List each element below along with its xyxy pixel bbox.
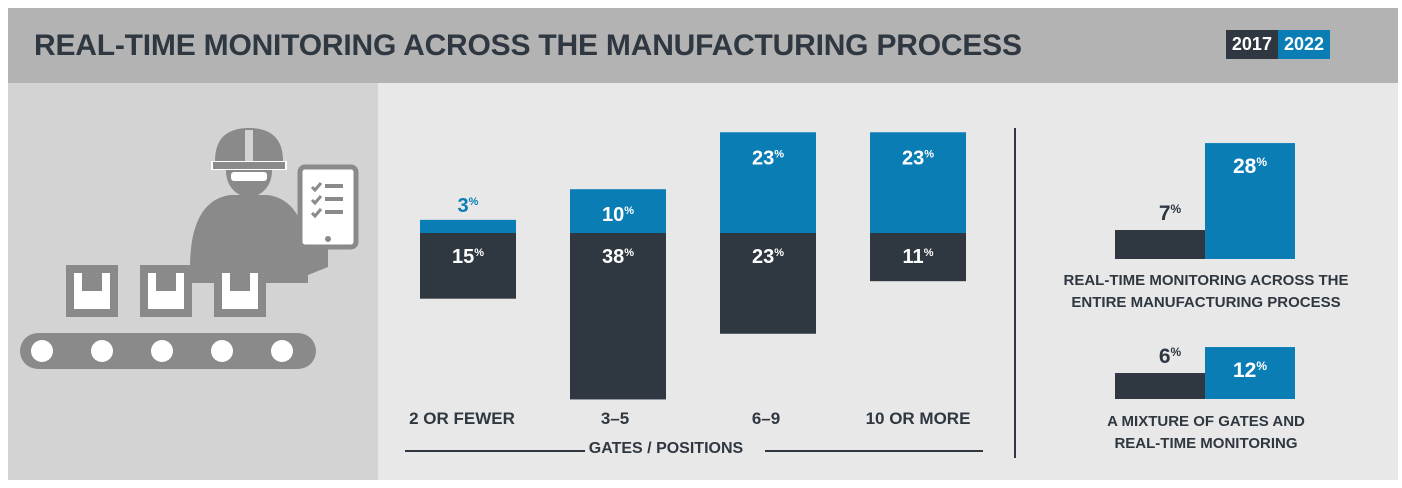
bar-2022 (720, 132, 816, 233)
checklist-tablet-icon (288, 164, 359, 283)
boxes-group (66, 265, 266, 317)
conveyor-belt-icon (20, 333, 316, 369)
bar-2017 (720, 233, 816, 334)
axis-line-left (405, 450, 585, 452)
caption-mixture: A MIXTURE OF GATES AND REAL-TIME MONITOR… (1036, 411, 1376, 455)
legend-2022: 2022 (1277, 30, 1330, 59)
bar-2022 (570, 189, 666, 233)
category-label: 2 OR FEWER (409, 409, 515, 428)
value-label-2017: 38% (602, 246, 634, 268)
bar-2017 (570, 233, 666, 400)
value-label-2022: 23% (752, 147, 784, 169)
category-label: 6–9 (751, 409, 781, 428)
value-label-2022: 10% (602, 204, 634, 226)
caption-line: REAL-TIME MONITORING ACROSS THE (1063, 272, 1349, 289)
caption-line: ENTIRE MANUFACTURING PROCESS (1071, 294, 1341, 311)
value-label-2017: 6% (1159, 345, 1182, 368)
bar-2022 (1205, 347, 1295, 399)
page-title: REAL-TIME MONITORING ACROSS THE MANUFACT… (34, 29, 1022, 62)
axis-title: GATES / POSITIONS (588, 440, 744, 457)
caption-line: A MIXTURE OF GATES AND (1107, 413, 1305, 430)
category-label: 10 OR MORE (865, 409, 971, 428)
year-legend: 2017 2022 (1225, 30, 1330, 59)
bar-2017 (1115, 230, 1205, 259)
box-icon (66, 265, 118, 317)
bar-2017 (870, 233, 966, 282)
section-divider (1014, 128, 1016, 458)
box-icon (214, 265, 266, 317)
bar-2017 (420, 233, 516, 299)
value-label-2017: 15% (452, 246, 484, 268)
caption-line: REAL-TIME MONITORING (1114, 435, 1298, 452)
caption-entire-process: REAL-TIME MONITORING ACROSS THE ENTIRE M… (1036, 270, 1376, 314)
value-label-2022: 12% (1233, 359, 1267, 382)
legend-2017: 2017 (1225, 30, 1278, 59)
value-label-2017: 11% (903, 246, 934, 268)
illustration-panel (8, 83, 378, 480)
hard-hat-icon (211, 128, 287, 181)
worker-illustration (20, 128, 359, 369)
category-label: 3–5 (600, 409, 630, 428)
value-label-2022: 23% (902, 147, 934, 169)
box-icon (140, 265, 192, 317)
axis-line-right (765, 450, 983, 452)
bar-2017 (1115, 373, 1205, 399)
value-label-2017: 7% (1159, 202, 1182, 225)
header-bar: REAL-TIME MONITORING ACROSS THE MANUFACT… (8, 8, 1398, 83)
value-label-2017: 23% (752, 246, 784, 268)
value-label-2022: 3% (458, 195, 479, 217)
bar-2022 (870, 132, 966, 233)
bar-2022 (420, 219, 516, 233)
value-label-2022: 28% (1233, 155, 1267, 178)
bar-2022 (1205, 143, 1295, 259)
